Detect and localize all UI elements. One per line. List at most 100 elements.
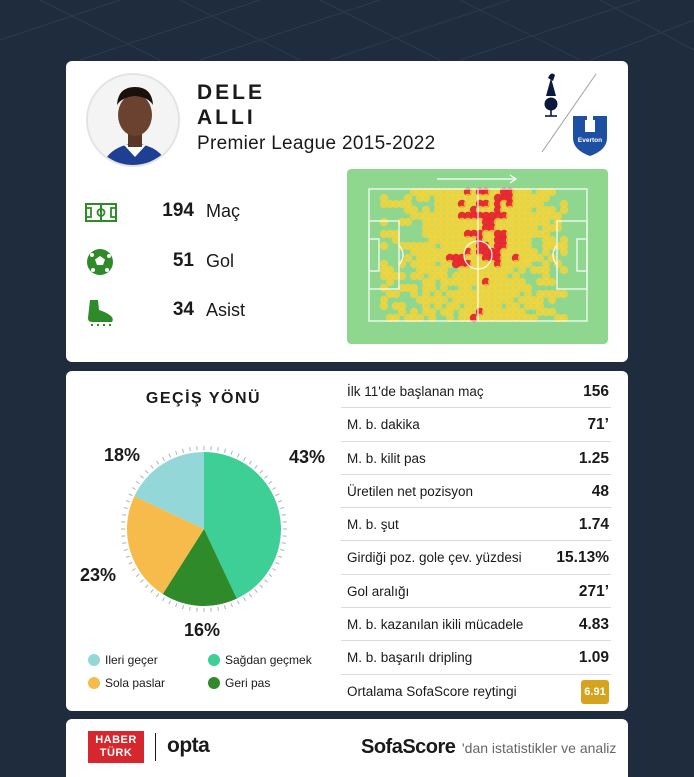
heat-cell bbox=[469, 247, 479, 257]
heat-cell bbox=[415, 313, 425, 323]
heat-cell bbox=[439, 211, 449, 221]
heat-cell bbox=[439, 187, 449, 197]
heat-cell bbox=[487, 205, 497, 215]
heat-cell bbox=[517, 229, 527, 239]
heat-cell bbox=[427, 235, 437, 245]
heat-cell bbox=[427, 211, 437, 221]
heat-cell bbox=[391, 229, 401, 239]
heat-cell bbox=[445, 229, 455, 239]
heat-cell bbox=[535, 229, 545, 239]
heat-cell bbox=[391, 313, 401, 323]
pie-tick bbox=[182, 605, 185, 610]
heat-cell bbox=[493, 247, 503, 257]
heat-cell bbox=[541, 217, 551, 227]
heat-cell bbox=[517, 217, 527, 227]
heat-cell bbox=[403, 205, 413, 215]
heat-cell bbox=[535, 211, 545, 221]
heat-cell bbox=[511, 307, 521, 317]
heat-cell bbox=[511, 259, 521, 269]
heat-cell bbox=[433, 247, 443, 257]
heat-cell bbox=[487, 265, 497, 275]
heat-cell bbox=[463, 253, 473, 263]
heat-cell bbox=[547, 307, 557, 317]
heat-cell bbox=[451, 211, 461, 221]
table-row: Girdiği poz. gole çev. yüzdesi 15.13% bbox=[341, 541, 611, 575]
heat-cell bbox=[463, 277, 473, 287]
heat-cell bbox=[415, 265, 425, 275]
heat-cell bbox=[421, 289, 431, 299]
legend-label: Sağdan geçmek bbox=[225, 653, 312, 667]
heat-cell bbox=[547, 277, 557, 287]
heat-cell bbox=[403, 241, 413, 251]
heat-cell bbox=[427, 253, 437, 263]
heat-cell bbox=[463, 199, 473, 209]
heat-cell bbox=[457, 307, 467, 317]
row-label: Gol aralığı bbox=[347, 583, 410, 599]
heat-cell bbox=[487, 271, 497, 281]
row-label: M. b. kilit pas bbox=[347, 450, 426, 466]
pie-tick bbox=[135, 573, 140, 578]
heat-cell bbox=[529, 199, 539, 209]
legend-swatch bbox=[88, 677, 100, 689]
pie-tick bbox=[128, 493, 133, 497]
heat-cell bbox=[415, 211, 425, 221]
heat-cell bbox=[493, 301, 503, 311]
heat-cell bbox=[499, 271, 509, 281]
heat-cell bbox=[463, 313, 473, 323]
heat-cell bbox=[379, 265, 389, 275]
heat-cell bbox=[541, 187, 551, 197]
heat-cell bbox=[487, 301, 497, 311]
heat-cell bbox=[439, 235, 449, 245]
heat-cell bbox=[439, 295, 449, 305]
heat-cell bbox=[457, 289, 467, 299]
heat-cell bbox=[481, 247, 491, 257]
heat-cell bbox=[505, 253, 515, 263]
heat-cell bbox=[481, 217, 491, 227]
heat-cell bbox=[499, 229, 509, 239]
heat-cell bbox=[499, 205, 509, 215]
heat-cell bbox=[511, 211, 521, 221]
heat-cell bbox=[391, 289, 401, 299]
table-row: İlk 11'de başlanan maç 156 bbox=[341, 375, 611, 409]
heat-cell bbox=[505, 283, 515, 293]
pie-tick bbox=[131, 487, 136, 490]
heat-cell bbox=[439, 265, 449, 275]
row-value: 1.25 bbox=[578, 449, 609, 467]
heat-cell bbox=[487, 289, 497, 299]
heat-cell bbox=[505, 313, 515, 323]
slice-label-right: 43% bbox=[289, 447, 325, 467]
heat-cell bbox=[403, 193, 413, 203]
pie-tick bbox=[280, 548, 285, 551]
heat-cell bbox=[517, 283, 527, 293]
pie-tick bbox=[236, 600, 240, 605]
heat-cell bbox=[445, 247, 455, 257]
heat-cell bbox=[481, 241, 491, 251]
heat-cell bbox=[451, 223, 461, 233]
heat-cell bbox=[523, 295, 533, 305]
heat-cell bbox=[493, 283, 503, 293]
stat-value: 51 bbox=[172, 250, 194, 271]
heat-cell bbox=[433, 229, 443, 239]
heat-cell bbox=[487, 193, 497, 203]
heat-cell bbox=[505, 187, 515, 197]
heat-cell bbox=[397, 241, 407, 251]
heat-cell bbox=[523, 313, 533, 323]
heat-cell bbox=[517, 223, 527, 233]
pie-tick bbox=[217, 606, 219, 611]
heat-cell bbox=[409, 187, 419, 197]
heat-cell bbox=[403, 253, 413, 263]
heat-cell bbox=[415, 295, 425, 305]
pie-tick bbox=[144, 469, 149, 474]
row-value: 4.83 bbox=[578, 616, 609, 634]
heat-cell bbox=[529, 223, 539, 233]
heat-cell bbox=[391, 235, 401, 245]
heat-cell bbox=[379, 283, 389, 293]
heat-cell bbox=[493, 271, 503, 281]
heat-cell bbox=[493, 295, 503, 305]
heat-cell bbox=[487, 313, 497, 323]
league-period: Premier League 2015-2022 bbox=[197, 133, 436, 154]
heat-cell bbox=[505, 229, 515, 239]
heat-cell bbox=[463, 295, 473, 305]
heat-cell bbox=[523, 289, 533, 299]
heat-cell bbox=[553, 289, 563, 299]
